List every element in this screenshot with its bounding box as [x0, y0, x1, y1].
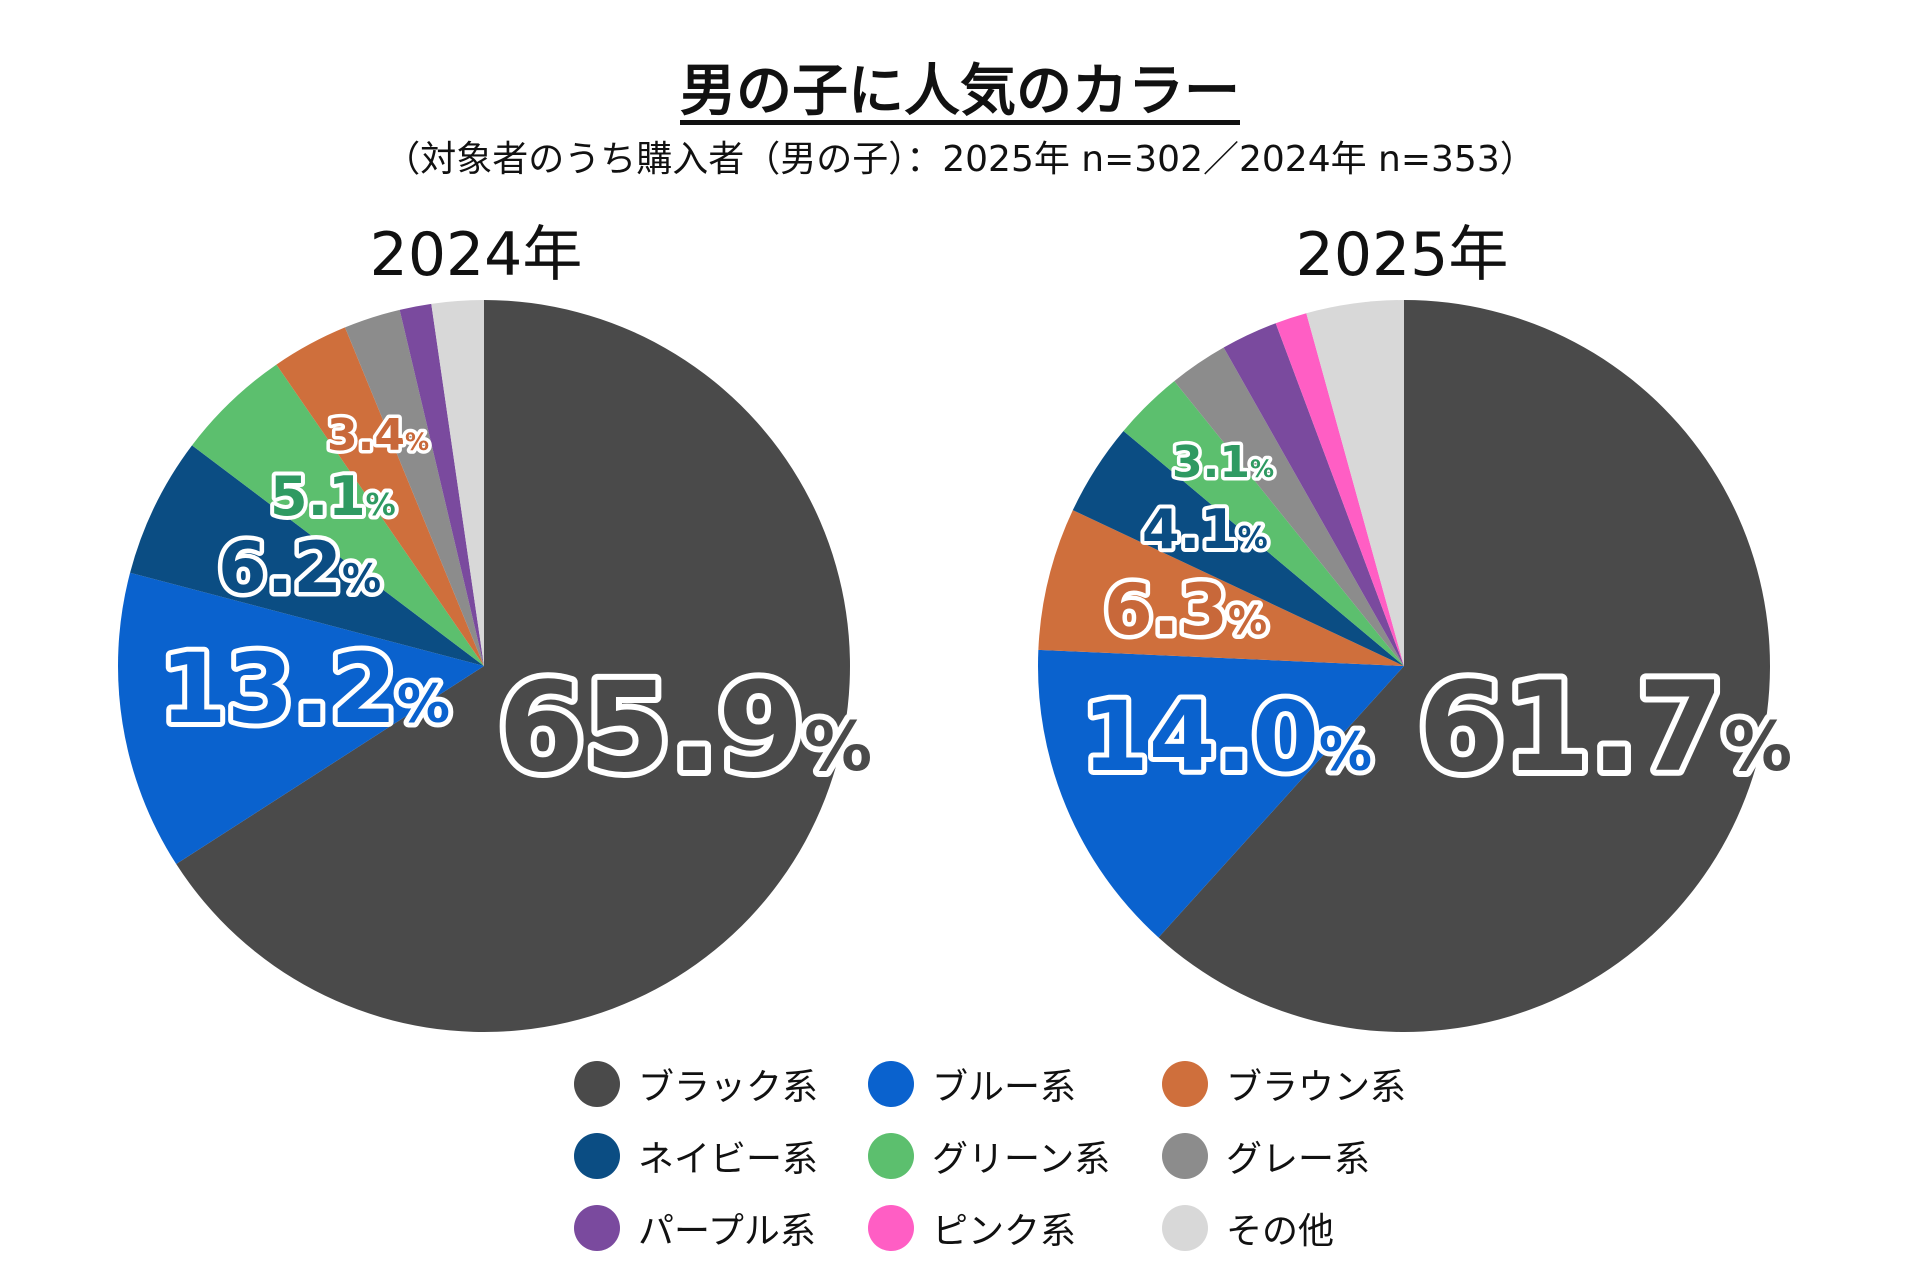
- legend-label-navy: ネイビー系: [638, 1139, 819, 1180]
- chart-subtitle: （対象者のうち購入者（男の子）：2025年 n=302／2024年 n=353）: [384, 139, 1536, 180]
- pie-2024-value-label-1: 13.2%: [160, 633, 450, 745]
- chart-title: 男の子に人気のカラー: [680, 59, 1240, 124]
- legend-swatch-green: [868, 1133, 914, 1179]
- legend-item-pink: ピンク系: [868, 1204, 1162, 1252]
- pie-2025-value-label-2: 6.3%: [1104, 569, 1267, 651]
- pie-2024-slice-6: [399, 303, 484, 666]
- pie-2025-slice-4: [1123, 381, 1404, 666]
- legend-swatch-purple: [574, 1205, 620, 1251]
- legend-label-purple: パープル系: [638, 1211, 816, 1252]
- legend-item-navy: ネイビー系: [574, 1132, 868, 1180]
- pie-2025-slice-0: [1158, 300, 1770, 1032]
- pie-2025-slice-5: [1174, 347, 1404, 666]
- pie-2024-slice-1: [117, 572, 484, 865]
- pie-2025-value-label-1: 14.0%: [1082, 681, 1372, 793]
- legend-swatch-other: [1162, 1205, 1208, 1251]
- pie-2024-slice-5: [345, 309, 484, 666]
- legend-item-purple: パープル系: [574, 1204, 868, 1252]
- legend-label-brown: ブラウン系: [1226, 1067, 1407, 1108]
- legend-swatch-black: [574, 1061, 620, 1107]
- legend-swatch-brown: [1162, 1061, 1208, 1107]
- legend-item-green: グリーン系: [868, 1132, 1162, 1180]
- pie-2025-value-label-0: 61.7%: [1418, 656, 1792, 800]
- pie-2025-slice-8: [1306, 300, 1404, 666]
- pie-2025-slice-2: [1038, 510, 1404, 666]
- legend-item-gray: グレー系: [1162, 1132, 1456, 1180]
- pie-2024-slice-0: [176, 300, 850, 1032]
- legend-swatch-navy: [574, 1133, 620, 1179]
- pie-2024-value-label-4: 3.4%: [327, 410, 429, 461]
- pie-title-2025: 2025年: [1295, 220, 1509, 290]
- pie-title-2024: 2024年: [369, 220, 583, 290]
- pie-2025-slice-3: [1072, 430, 1404, 666]
- legend-label-blue: ブルー系: [932, 1067, 1077, 1108]
- legend-item-black: ブラック系: [574, 1060, 868, 1108]
- legend: ブラック系 ブルー系 ブラウン系 ネイビー系 グリーン系 グレー系 パープル系 …: [574, 1060, 1456, 1252]
- pie-2024-value-label-0: 65.9%: [498, 656, 872, 800]
- pie-2024: 65.9% 13.2% 6.2%5.1%3.4%: [117, 300, 878, 1032]
- pie-2024-slice-7: [431, 300, 484, 666]
- legend-swatch-blue: [868, 1061, 914, 1107]
- legend-label-green: グリーン系: [932, 1139, 1111, 1180]
- legend-label-black: ブラック系: [638, 1067, 819, 1108]
- pie-2024-slice-2: [130, 445, 484, 666]
- pie-2024-value-label-2: 6.2%: [218, 527, 381, 609]
- legend-item-brown: ブラウン系: [1162, 1060, 1456, 1108]
- pie-2024-slice-3: [192, 364, 484, 666]
- legend-swatch-gray: [1162, 1133, 1208, 1179]
- pie-2024-slice-4: [276, 327, 484, 666]
- legend-label-pink: ピンク系: [932, 1211, 1077, 1252]
- legend-swatch-pink: [868, 1205, 914, 1251]
- legend-label-gray: グレー系: [1226, 1139, 1371, 1180]
- pie-2025-slice-7: [1275, 313, 1404, 666]
- pie-2025-slice-6: [1223, 323, 1404, 666]
- legend-item-blue: ブルー系: [868, 1060, 1162, 1108]
- pie-2025: 61.7% 14.0% 6.3% 4.1% 3.1%: [1037, 300, 1798, 1032]
- legend-item-other: その他: [1162, 1204, 1456, 1252]
- pie-2025-value-label-3: 4.1%: [1142, 498, 1268, 561]
- pie-2024-value-label-3: 5.1%: [270, 465, 396, 528]
- pie-2025-slice-1: [1037, 649, 1404, 938]
- pie-2025-value-label-4: 3.1%: [1172, 437, 1274, 488]
- legend-label-other: その他: [1226, 1211, 1335, 1252]
